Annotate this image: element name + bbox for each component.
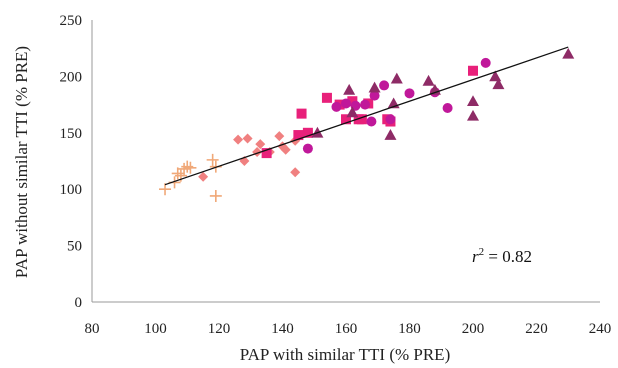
triangle-point	[368, 81, 381, 93]
circle-point	[366, 116, 377, 127]
triangle-point	[343, 83, 356, 95]
square-point	[356, 114, 367, 125]
square-point	[302, 127, 313, 138]
square-point	[261, 148, 272, 159]
square-point	[296, 108, 307, 119]
circle-point	[442, 102, 453, 113]
y-tick-label: 150	[60, 126, 83, 142]
x-tick-label: 140	[271, 321, 294, 337]
circle-point	[404, 88, 415, 99]
square-point	[347, 96, 358, 107]
x-tick-label: 220	[525, 321, 548, 337]
diamond-point	[255, 139, 266, 150]
diamond-point	[290, 167, 301, 178]
circle-point	[480, 57, 491, 68]
triangle-point	[422, 74, 435, 86]
r-squared-annotation: r2 = 0.82	[472, 246, 532, 266]
diamond-point	[274, 131, 285, 142]
triangle-point	[467, 109, 479, 121]
diamond-point	[242, 133, 253, 144]
circle-point	[302, 143, 313, 154]
plus-point	[209, 189, 222, 202]
y-axis-title: PAP without similar TTI (% PRE)	[12, 46, 31, 278]
y-tick-label: 100	[60, 182, 83, 198]
trendline	[164, 46, 569, 186]
plus-point	[159, 183, 172, 196]
triangle-point	[467, 95, 479, 107]
square-point	[341, 114, 351, 125]
x-tick-label: 100	[144, 321, 167, 337]
x-tick-label: 200	[462, 321, 485, 337]
x-axis-title: PAP with similar TTI (% PRE)	[240, 345, 450, 364]
circle-point	[385, 114, 396, 125]
y-tick-label: 250	[60, 13, 83, 29]
plus-point	[184, 161, 197, 174]
plus-point	[171, 167, 184, 180]
triangle-point	[562, 47, 575, 59]
data-points	[159, 47, 575, 202]
axes: 80 100 120 140 160 180 200 220 240 0 50 100 150 200 25…	[60, 13, 612, 337]
x-tick-label: 80	[85, 321, 100, 337]
y-tick-label: 50	[67, 239, 82, 255]
plus-point	[181, 160, 194, 173]
triangle-point	[384, 129, 397, 140]
triangle-point	[492, 78, 505, 90]
square-point	[468, 65, 478, 76]
triangle-point	[346, 106, 359, 118]
diamond-point	[198, 171, 209, 182]
y-tick-label: 200	[60, 69, 83, 85]
diamond-point	[233, 134, 244, 145]
plus-point	[206, 153, 219, 166]
circle-point	[360, 99, 371, 110]
plus-point	[178, 162, 191, 175]
y-tick-label: 0	[75, 295, 83, 311]
trendline-group	[164, 46, 569, 186]
circle-point	[369, 90, 380, 101]
x-tick-label: 180	[398, 321, 421, 337]
circle-point	[341, 98, 351, 109]
x-tick-label: 120	[208, 321, 231, 337]
triangle-point	[390, 72, 403, 84]
diamond-point	[280, 144, 291, 155]
circle-point	[331, 101, 342, 112]
square-point	[293, 130, 304, 141]
square-point	[321, 92, 332, 103]
triangle-point	[489, 70, 502, 82]
circle-point	[379, 80, 390, 91]
plus-point	[209, 160, 222, 173]
x-tick-label: 160	[335, 321, 358, 337]
x-tick-label: 240	[589, 321, 612, 337]
